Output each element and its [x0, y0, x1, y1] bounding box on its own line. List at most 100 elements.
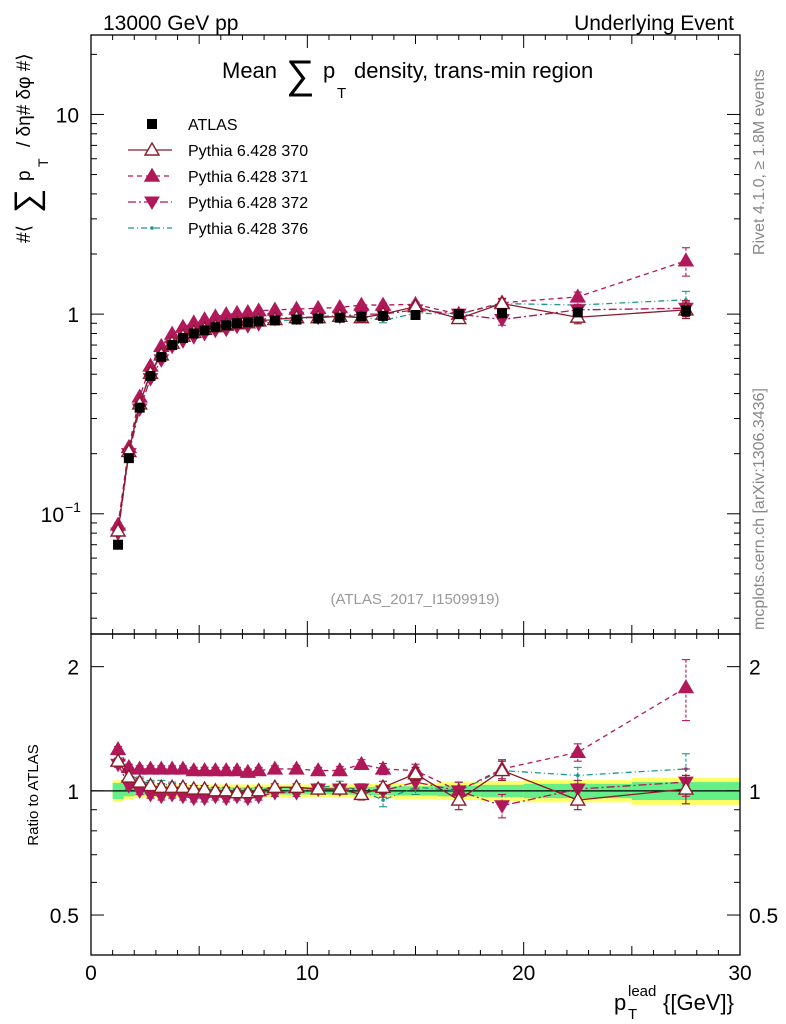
- main-point-atlas: [177, 332, 188, 343]
- main-title: Mean ∑ p T density, trans-min region: [222, 53, 593, 102]
- main-point-atlas: [356, 311, 367, 322]
- ratio-point-p371: [266, 760, 284, 775]
- main-point-atlas: [199, 325, 210, 336]
- ratio-point-p371: [207, 762, 224, 777]
- ratio-point-p371: [109, 741, 127, 756]
- ratio-plot: 0.5 0.51 12 20 10 20 30: [50, 633, 778, 985]
- title-sum-symbol: ∑: [286, 53, 315, 97]
- main-ylabel: #⟨ ∑ p T / δη# δφ #⟩: [8, 53, 51, 243]
- main-point-atlas: [232, 318, 243, 329]
- header-right: Underlying Event: [574, 12, 734, 35]
- ratio-point-p376: [575, 773, 580, 778]
- mcplots-label: mcplots.cern.ch [arXiv:1306.3436]: [751, 388, 768, 630]
- ratio-point-p370: [493, 762, 511, 777]
- main-y-tick-label: 10: [41, 504, 64, 527]
- ratio-point-p372: [569, 783, 586, 798]
- ratio-point-p370: [331, 780, 349, 795]
- ratio-y-tick-label-right: 0.5: [749, 905, 778, 928]
- header-left: 13000 GeV pp: [103, 12, 238, 35]
- watermark: (ATLAS_2017_I1509919): [330, 591, 499, 608]
- legend-label-370: Pythia 6.428 370: [188, 143, 308, 160]
- xlabel-unit: {[GeV]}: [663, 990, 734, 1015]
- ratio-point-p370: [131, 773, 148, 788]
- ratio-point-p370: [353, 786, 370, 801]
- legend-marker-p372: [144, 196, 160, 210]
- legend-label-376: Pythia 6.428 376: [188, 221, 308, 238]
- main-line-p371: [117, 260, 687, 525]
- main-point-p371: [569, 288, 586, 303]
- ratio-point-p371: [677, 679, 695, 694]
- xlabel-sub: T: [628, 1006, 637, 1023]
- xlabel-p: p: [614, 990, 626, 1015]
- ylabel-rest: / δη# δφ #⟩: [14, 53, 35, 147]
- ratio-point-p371: [309, 762, 327, 777]
- ratio-point-p371: [353, 755, 370, 770]
- main-point-atlas: [134, 402, 145, 413]
- ylabel-p: p: [14, 170, 35, 181]
- main-point-atlas: [113, 539, 124, 550]
- main-point-atlas: [188, 328, 199, 339]
- main-y-tick-label: 10: [56, 104, 79, 127]
- x-tick-label: 10: [296, 962, 319, 985]
- title-suffix: density, trans-min region: [354, 58, 593, 83]
- x-tick-label: 20: [512, 962, 535, 985]
- ylabel-open: #⟨: [14, 225, 35, 243]
- main-y-tick-exponent: −1: [65, 499, 81, 515]
- ratio-point-p370: [163, 778, 181, 793]
- ratio-point-p376: [381, 798, 385, 802]
- title-sub: T: [337, 85, 346, 102]
- ratio-point-p370: [217, 782, 235, 797]
- main-point-atlas: [334, 312, 345, 323]
- ylabel-sum: ∑: [8, 189, 46, 213]
- main-point-atlas: [123, 453, 134, 464]
- main-point-atlas: [497, 308, 508, 319]
- ratio-point-p371: [331, 762, 349, 777]
- ratio-point-p371: [142, 760, 159, 775]
- ratio-point-p370: [309, 780, 327, 795]
- ratio-point-p371: [217, 762, 235, 777]
- ratio-ylabel: Ratio to ATLAS: [25, 744, 42, 845]
- main-point-atlas: [221, 320, 232, 331]
- legend-label-371: Pythia 6.428 371: [188, 169, 308, 186]
- main-point-atlas: [210, 322, 221, 333]
- legend-marker-p371: [143, 167, 161, 182]
- ratio-point-p370: [239, 784, 257, 799]
- ratio-point-p371: [569, 743, 586, 759]
- ratio-point-p370: [142, 777, 159, 792]
- main-point-p371: [353, 296, 370, 311]
- ratio-point-p371: [196, 762, 213, 777]
- legend-marker-p370: [143, 141, 161, 156]
- ratio-point-p370: [569, 791, 586, 806]
- main-y-tick-label: 1: [67, 304, 79, 327]
- main-point-atlas: [680, 305, 691, 316]
- legend: ATLAS Pythia 6.428 370 Pythia 6.428 371 …: [128, 117, 308, 238]
- main-line-p372: [117, 307, 686, 534]
- ratio-point-p371: [163, 760, 181, 775]
- title-prefix: Mean: [222, 58, 277, 83]
- ratio-point-p371: [288, 760, 305, 775]
- main-point-atlas: [572, 307, 583, 318]
- main-point-atlas: [291, 314, 302, 325]
- ratio-point-p370: [677, 780, 695, 795]
- main-point-p371: [677, 252, 695, 267]
- main-point-atlas: [313, 313, 324, 324]
- rivet-version-label: Rivet 4.1.0, ≥ 1.8M events: [751, 69, 768, 255]
- ratio-point-p370: [174, 778, 192, 793]
- ratio-point-p370: [120, 768, 138, 783]
- main-point-p370: [109, 522, 127, 537]
- ratio-point-p370: [196, 780, 213, 795]
- ratio-y-tick-label-right: 1: [749, 781, 761, 804]
- ratio-point-p371: [250, 762, 267, 777]
- ratio-point-p370: [250, 782, 267, 797]
- ratio-point-p370: [450, 791, 467, 806]
- ratio-point-p371: [174, 760, 192, 775]
- ratio-point-p371: [239, 763, 257, 778]
- main-point-atlas: [453, 309, 464, 320]
- ratio-point-p370: [266, 778, 284, 793]
- legend-marker-p376: [150, 226, 154, 230]
- ratio-point-p371: [185, 762, 202, 777]
- ratio-point-p371: [228, 762, 246, 777]
- ratio-point-p371: [153, 760, 170, 775]
